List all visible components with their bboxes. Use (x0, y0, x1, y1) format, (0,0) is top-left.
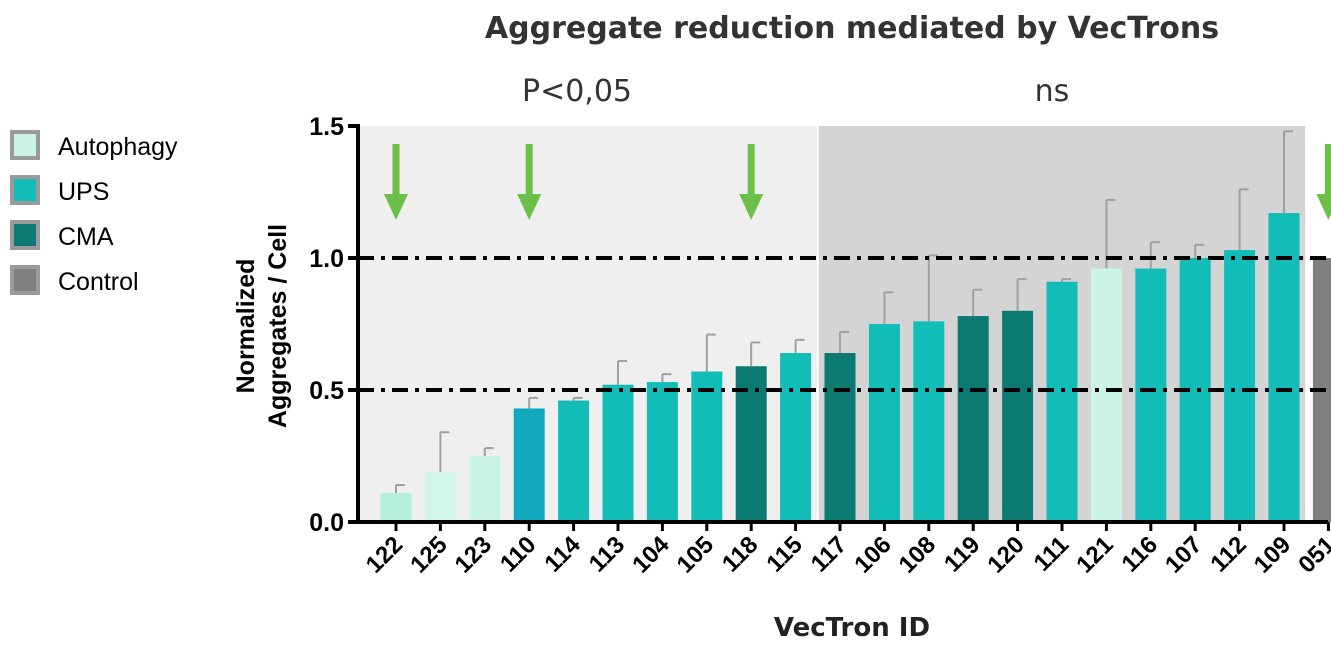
x-tick-label-121: 121 (1071, 531, 1118, 578)
chart-title: Aggregate reduction mediated by VecTrons (485, 11, 1219, 46)
bar-120 (1002, 310, 1034, 522)
error-bar-105 (705, 333, 716, 372)
x-tick-label-106: 106 (849, 531, 896, 578)
legend: Autophagy UPS CMA Control (10, 130, 178, 296)
x-tick-label-112: 112 (1205, 531, 1251, 577)
highlight-arrows (384, 144, 1331, 220)
x-tick-label-113: 113 (584, 531, 630, 577)
x-tick-label-118: 118 (717, 531, 763, 577)
bar-104 (646, 382, 678, 522)
error-bar-116 (1149, 241, 1160, 269)
x-tick-label-104: 104 (627, 531, 675, 579)
error-bar-119 (972, 288, 983, 317)
bar-109 (1268, 213, 1300, 522)
legend-label-cma: CMA (58, 223, 114, 251)
error-bar-104 (661, 373, 672, 383)
x-tick-label-122: 122 (361, 531, 408, 578)
bar-112 (1224, 250, 1256, 522)
arrow-110 (517, 144, 542, 220)
error-bar-120 (1016, 278, 1027, 311)
reference-lines (358, 256, 1328, 392)
bars (380, 213, 1331, 522)
legend-swatch-control (10, 265, 40, 295)
y-tick-label-1.5: 1.5 (309, 113, 344, 141)
error-bar-115 (794, 338, 805, 354)
bar-118 (735, 366, 767, 522)
y-axis-title-line-1: Normalized (232, 259, 260, 394)
bar-108 (913, 321, 945, 522)
x-tick-label-119: 119 (939, 531, 985, 577)
region-label-ns: ns (1035, 74, 1070, 109)
arrow-118 (739, 144, 764, 220)
x-tick-label-114: 114 (539, 531, 586, 578)
error-bar-107 (1194, 243, 1205, 258)
error-bar-108 (927, 254, 938, 322)
arrow-122 (384, 144, 408, 220)
bar-116 (1135, 268, 1167, 522)
x-tick-label-116: 116 (1117, 531, 1163, 577)
arrow-051 (1316, 144, 1331, 220)
region-label-significant: P<0,05 (522, 74, 632, 109)
bar-114 (558, 400, 590, 522)
legend-item-cma: CMA (10, 220, 114, 251)
x-tick-label-125: 125 (405, 531, 452, 578)
x-tick-label-111: 111 (1029, 531, 1075, 577)
error-bar-111 (1061, 278, 1071, 282)
error-bar-117 (839, 330, 849, 354)
bar-121 (1090, 268, 1122, 522)
bar-115 (780, 353, 812, 522)
error-bar-113 (617, 359, 627, 385)
x-axis-title: VecTron ID (774, 613, 930, 643)
x-tick-label-109: 109 (1249, 531, 1296, 578)
bar-125 (424, 471, 456, 522)
bar-111 (1046, 281, 1078, 522)
bar-105 (691, 371, 723, 522)
error-bar-112 (1238, 188, 1249, 251)
error-bar-122 (395, 484, 405, 493)
bar-123 (469, 456, 501, 522)
y-axis-title-line-2: Aggregates / Cell (264, 224, 292, 428)
error-bar-109 (1283, 130, 1293, 214)
error-bar-118 (750, 341, 761, 367)
bar-106 (868, 324, 900, 522)
legend-item-autophagy: Autophagy (10, 130, 178, 161)
legend-swatch-cma (10, 220, 40, 250)
bar-119 (957, 316, 989, 522)
error-bar-110 (528, 396, 539, 409)
x-tick-label-123: 123 (450, 531, 497, 578)
bar-117 (824, 353, 856, 522)
legend-item-control: Control (10, 265, 139, 296)
legend-label-autophagy: Autophagy (58, 133, 178, 161)
legend-swatch-autophagy (10, 130, 40, 160)
error-bar-123 (483, 447, 494, 456)
x-tick-label-051: 051 (1293, 531, 1331, 578)
legend-label-control: Control (58, 268, 139, 296)
error-bar-114 (572, 396, 583, 401)
legend-swatch-ups (10, 175, 40, 205)
x-tick-label-117: 117 (806, 531, 852, 577)
error-bar-106 (883, 291, 894, 324)
y-tick-label-1.0: 1.0 (309, 245, 344, 273)
x-tick-label-110: 110 (495, 531, 541, 577)
bar-113 (602, 384, 634, 522)
x-tick-label-107: 107 (1160, 531, 1207, 578)
bar-110 (513, 408, 545, 522)
x-tick-label-105: 105 (672, 531, 719, 578)
y-tick-label-0.5: 0.5 (309, 377, 344, 405)
y-tick-label-0.0: 0.0 (309, 509, 344, 537)
x-tick-label-115: 115 (761, 531, 807, 577)
legend-item-ups: UPS (10, 175, 109, 206)
legend-label-ups: UPS (58, 178, 109, 206)
bar-122 (380, 492, 412, 522)
x-tick-label-120: 120 (982, 531, 1029, 578)
error-bar-125 (439, 431, 450, 472)
x-tick-label-108: 108 (894, 531, 941, 578)
